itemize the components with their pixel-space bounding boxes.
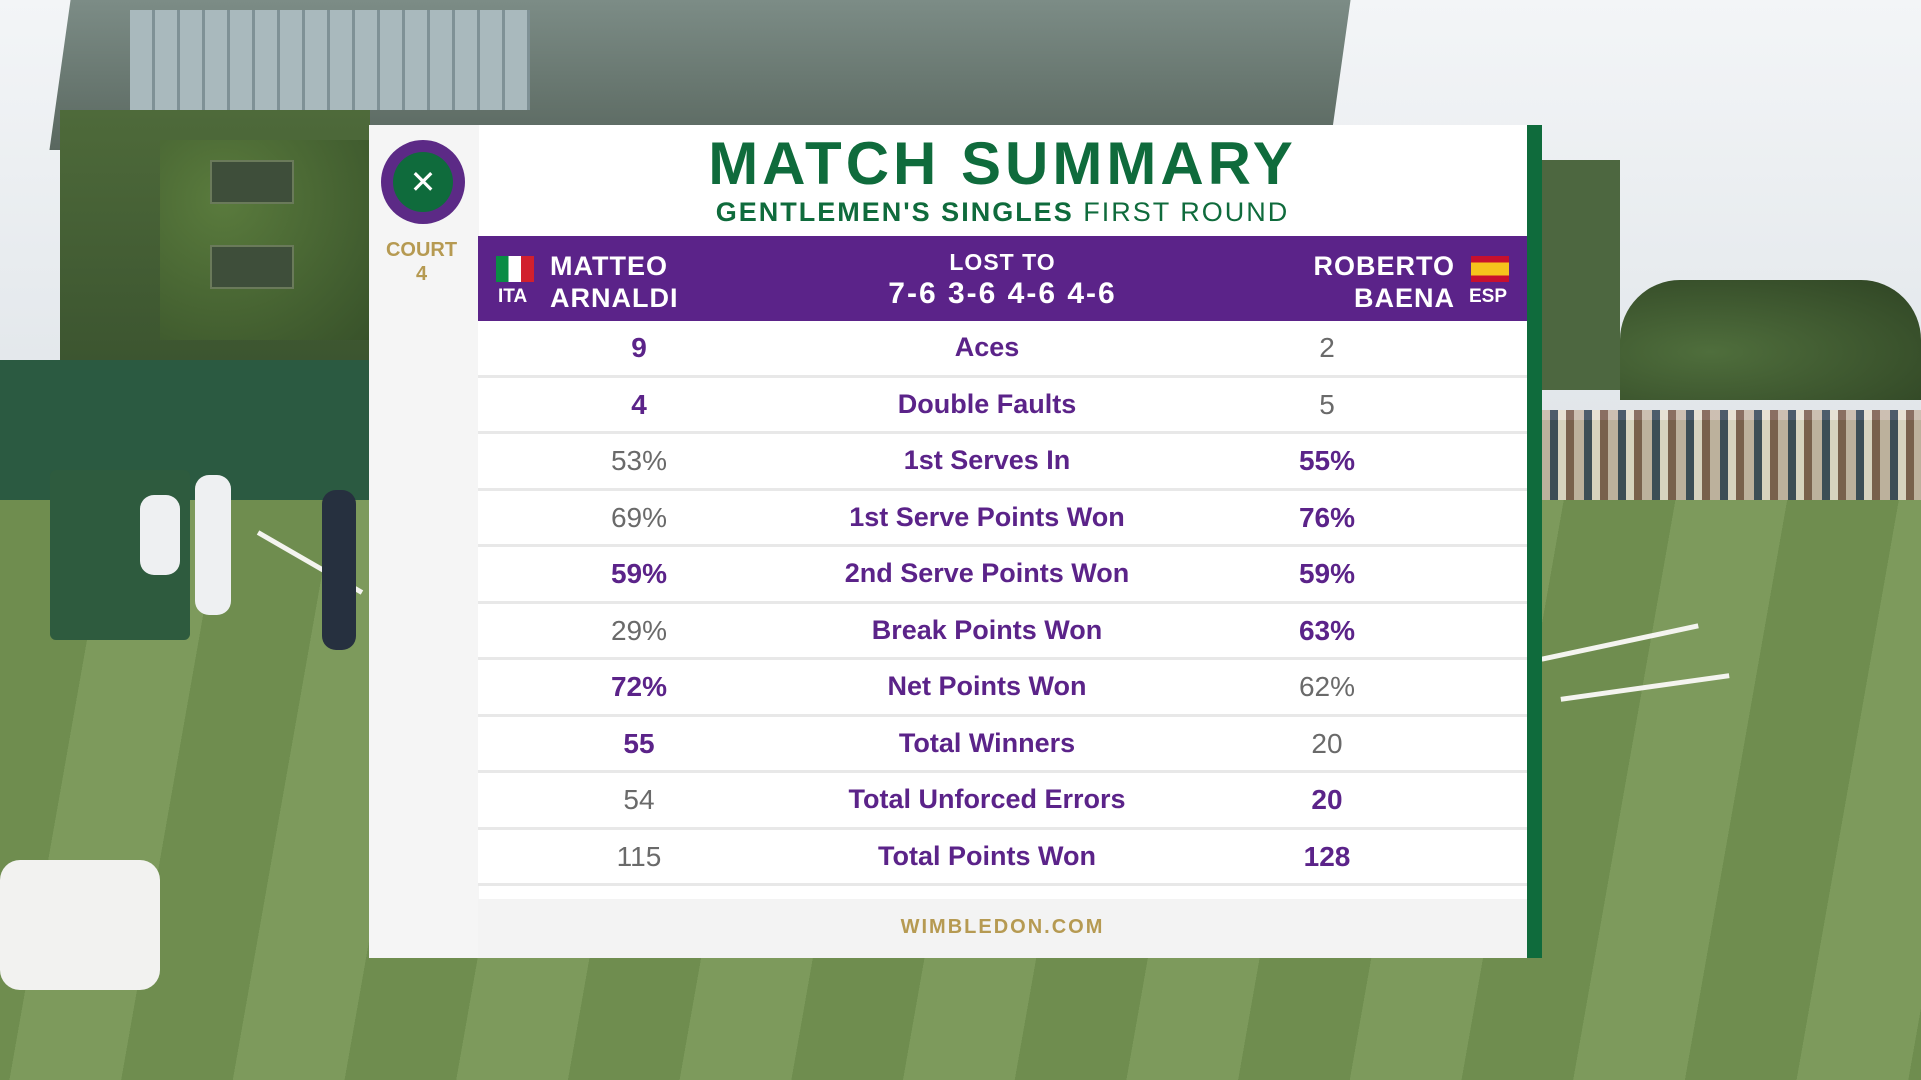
official	[195, 475, 231, 615]
right-player-name: ROBERTO BAENA	[1313, 250, 1455, 314]
stadium-glass	[130, 10, 530, 110]
left-stat-value: 55	[623, 727, 655, 759]
card-subtitle: GENTLEMEN'S SINGLES FIRST ROUND	[478, 196, 1527, 228]
ball-kid	[322, 490, 356, 650]
players-header: ITA MATTEO ARNALDI LOST TO 7-6 3-6 4-6 4…	[478, 236, 1527, 321]
stat-row: 9 Aces 2	[478, 321, 1527, 378]
left-stat-value: 115	[616, 840, 662, 872]
stat-row: 54 Total Unforced Errors 20	[478, 773, 1527, 830]
stat-label: Total Winners	[898, 727, 1076, 758]
left-player-country: ITA	[498, 286, 528, 307]
left-stat-value: 72%	[610, 671, 668, 702]
wimbledon-logo: ✕	[381, 140, 465, 224]
left-stat-value: 4	[631, 388, 647, 420]
card-green-edge	[1527, 125, 1542, 958]
stat-label: Net Points Won	[887, 671, 1087, 701]
match-score: 7-6 3-6 4-6 4-6	[888, 277, 1117, 310]
stat-row: 53% 1st Serves In 55%	[478, 434, 1527, 491]
stat-label: Total Unforced Errors	[848, 784, 1126, 814]
right-player-last-name: BAENA	[1353, 283, 1455, 313]
right-stat-value: 5	[1319, 388, 1335, 420]
stats-table: 9 Aces 2 4 Double Faults 5 53% 1st Serves In 5…	[478, 321, 1527, 886]
stadium-scoreboard	[210, 160, 294, 204]
card-left-strip	[369, 125, 479, 958]
result-label: LOST TO	[949, 249, 1056, 275]
right-stat-value: 63%	[1298, 614, 1356, 646]
stat-label: Total Points Won	[878, 840, 1096, 871]
italy-flag-icon	[496, 256, 534, 282]
right-stat-value: 20	[1311, 727, 1343, 759]
stat-label: 2nd Serve Points Won	[844, 558, 1130, 588]
stat-row: 55 Total Winners 20	[478, 716, 1527, 773]
stat-label: 1st Serves In	[903, 445, 1071, 475]
court-label: COURT 4	[369, 238, 474, 286]
right-stat-value: 62%	[1298, 671, 1356, 702]
stat-label: Aces	[954, 332, 1020, 362]
left-stat-value: 69%	[610, 501, 668, 533]
footer-website: WIMBLEDON.COM	[478, 899, 1527, 958]
stat-row: 72% Net Points Won 62%	[478, 660, 1527, 717]
stat-label: Break Points Won	[871, 614, 1103, 645]
subtitle-event: GENTLEMEN'S SINGLES	[715, 197, 1074, 227]
stat-row: 4 Double Faults 5	[478, 377, 1527, 434]
subtitle-round: FIRST ROUND	[1083, 197, 1290, 227]
right-player-first-name: ROBERTO	[1313, 251, 1455, 281]
trees	[1620, 280, 1921, 400]
right-building	[1540, 160, 1620, 390]
right-stat-value: 128	[1303, 840, 1351, 872]
court-number: 4	[415, 263, 428, 285]
spain-flag-icon	[1471, 256, 1509, 282]
right-stat-value: 20	[1311, 784, 1343, 815]
left-stat-value: 53%	[610, 445, 668, 476]
right-stat-value: 55%	[1298, 445, 1356, 476]
stadium-scoreboard	[210, 245, 294, 289]
court-label-text: COURT	[385, 239, 458, 261]
stat-label: 1st Serve Points Won	[849, 501, 1125, 532]
left-player-first-name: MATTEO	[550, 251, 668, 281]
left-stat-value: 9	[631, 332, 647, 363]
stat-row: 69% 1st Serve Points Won 76%	[478, 490, 1527, 547]
official	[140, 495, 180, 575]
card-title: MATCH SUMMARY	[708, 130, 1297, 197]
stat-row: 115 Total Points Won 128	[478, 829, 1527, 886]
right-stat-value: 76%	[1298, 501, 1356, 533]
match-result: LOST TO 7-6 3-6 4-6 4-6	[478, 248, 1527, 312]
right-stat-value: 59%	[1298, 558, 1356, 589]
stat-label: Double Faults	[897, 388, 1077, 419]
left-player-last-name: ARNALDI	[550, 283, 679, 313]
right-player-country: ESP	[1468, 286, 1507, 307]
left-stat-value: 29%	[610, 614, 668, 646]
crossed-rackets-icon: ✕	[393, 152, 453, 212]
left-stat-value: 54	[623, 784, 655, 815]
right-stat-value: 2	[1319, 332, 1335, 363]
seated-official	[0, 860, 160, 990]
left-player-name: MATTEO ARNALDI	[550, 250, 679, 314]
stat-row: 29% Break Points Won 63%	[478, 603, 1527, 660]
left-stat-value: 59%	[610, 558, 668, 589]
stat-row: 59% 2nd Serve Points Won 59%	[478, 547, 1527, 604]
